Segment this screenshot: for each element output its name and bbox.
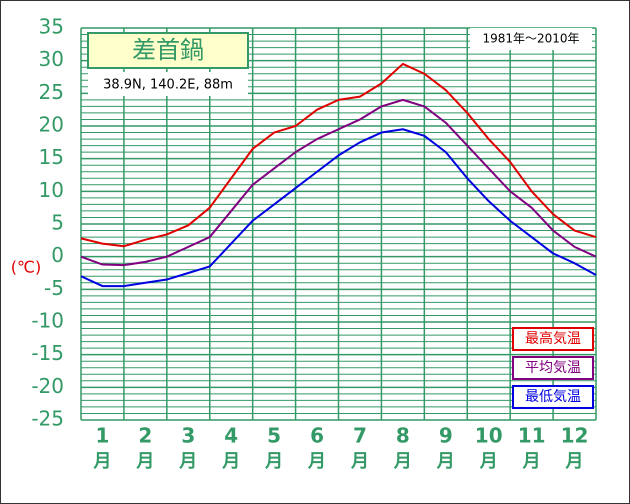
x-tick-label: 7 (353, 424, 367, 448)
x-tick-label: 9 (439, 424, 453, 448)
subtitle-box (88, 72, 248, 96)
y-tick-label: 10 (39, 178, 64, 202)
y-tick-label: -10 (31, 309, 64, 333)
x-tick-label: 3 (181, 424, 195, 448)
x-tick-unit: 月 (221, 451, 240, 472)
series-line (80, 62, 597, 248)
x-tick-unit: 月 (264, 451, 283, 472)
x-tick-label: 12 (561, 424, 589, 448)
y-tick-label: 35 (39, 15, 64, 39)
legend-label: 最高気温 (525, 330, 581, 347)
x-tick-label: 4 (224, 424, 238, 448)
x-tick-unit: 月 (522, 451, 541, 472)
y-tick-label: 30 (39, 47, 64, 71)
y-tick-label: 25 (39, 80, 64, 104)
legend-box (512, 327, 594, 351)
x-tick-unit: 月 (436, 451, 455, 472)
y-tick-label: 15 (39, 145, 64, 169)
x-tick-unit: 月 (393, 451, 412, 472)
x-tick-unit: 月 (135, 451, 154, 472)
y-tick-label: -15 (31, 341, 64, 365)
x-tick-unit: 月 (307, 451, 326, 472)
legend-label: 平均気温 (525, 360, 581, 376)
title-box (87, 32, 249, 69)
x-tick-unit: 月 (350, 451, 369, 472)
x-tick-label: 10 (475, 424, 503, 448)
y-tick-label: -25 (31, 407, 64, 431)
series-line (80, 98, 597, 267)
lines (80, 62, 597, 288)
chart-title: 差首鍋 (132, 36, 204, 64)
x-tick-label: 11 (518, 424, 546, 448)
y-tick-label: -20 (31, 374, 64, 398)
chart-subtitle: 38.9N, 140.2E, 88m (103, 78, 233, 93)
x-tick-label: 1 (95, 424, 109, 448)
y-tick-label: -5 (44, 276, 64, 300)
x-tick-unit: 月 (92, 451, 111, 472)
y-tick-label: 0 (51, 243, 64, 267)
series-line (80, 128, 597, 288)
x-tick-unit: 月 (178, 451, 197, 472)
x-tick-unit: 月 (565, 451, 584, 472)
x-tick-label: 8 (396, 424, 410, 448)
period: 1981年〜2010年 (482, 32, 579, 46)
legend-box (512, 356, 594, 380)
period-box (470, 28, 592, 50)
legend-label: 最低気温 (525, 389, 581, 405)
y-tick-label: 20 (39, 113, 64, 137)
y-tick-label: 5 (51, 211, 64, 235)
x-tick-label: 2 (138, 424, 152, 448)
x-tick-label: 6 (310, 424, 324, 448)
legend-box (512, 385, 594, 409)
x-tick-unit: 月 (479, 451, 498, 472)
y-axis-label: (℃) (11, 258, 41, 277)
x-tick-label: 5 (267, 424, 281, 448)
